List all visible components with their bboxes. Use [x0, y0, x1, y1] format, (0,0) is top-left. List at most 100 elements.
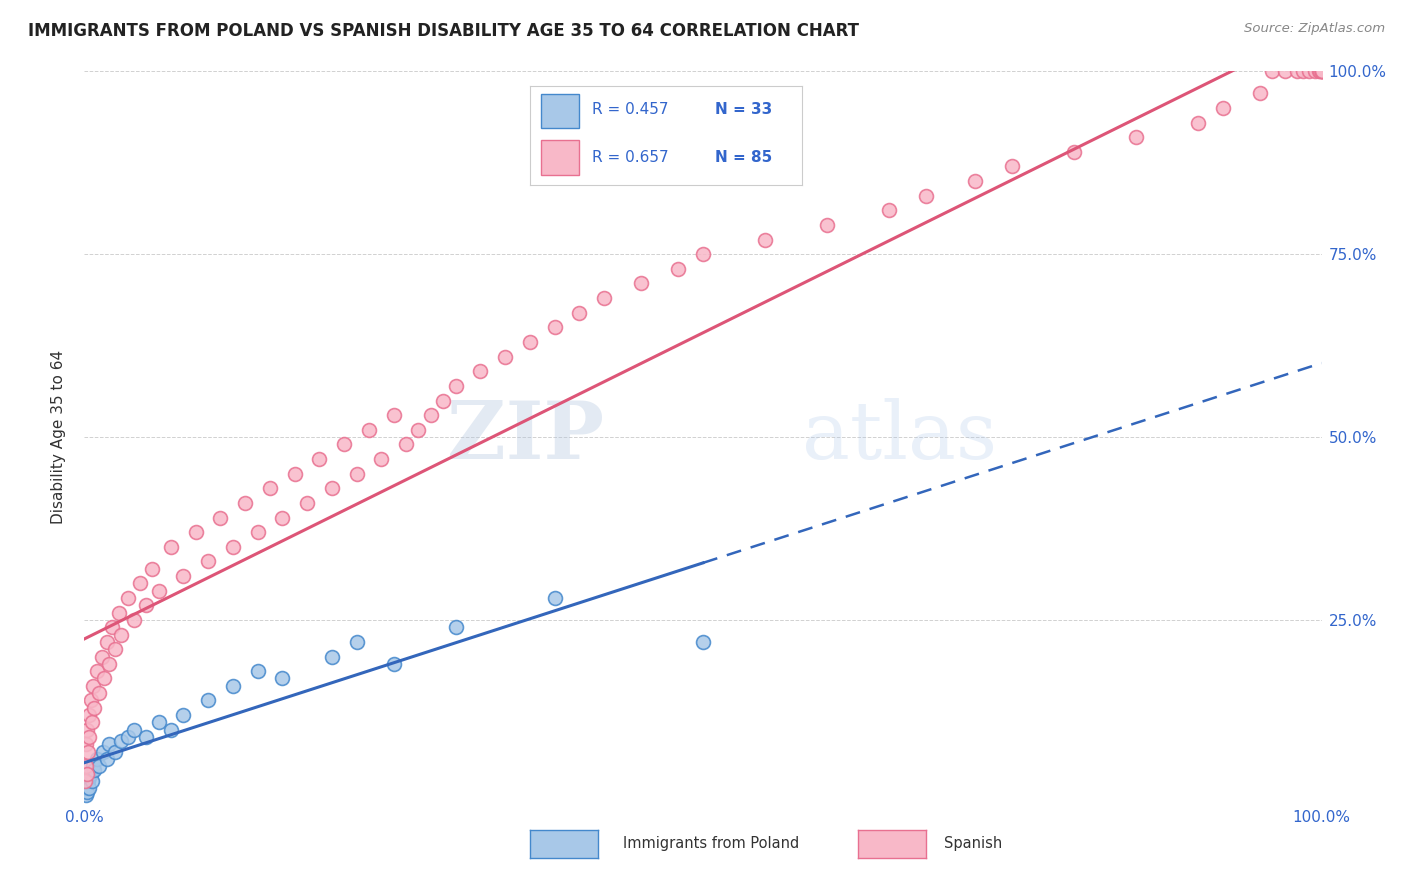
Point: [1292, 64, 1315, 78]
Point: [197, 554, 219, 568]
Point: [222, 679, 245, 693]
Point: [1274, 64, 1296, 78]
Point: [815, 218, 838, 232]
Point: [494, 350, 516, 364]
Point: [96, 752, 118, 766]
Point: [110, 733, 132, 747]
Point: [122, 613, 145, 627]
Point: [79, 730, 101, 744]
Point: [135, 730, 157, 744]
Point: [172, 569, 194, 583]
Point: [1310, 64, 1333, 78]
Point: [666, 261, 689, 276]
Point: [117, 591, 139, 605]
Point: [259, 481, 281, 495]
Point: [172, 708, 194, 723]
Point: [1125, 130, 1147, 145]
Point: [98, 657, 121, 671]
Point: [593, 291, 616, 305]
Point: [122, 723, 145, 737]
Point: [1309, 64, 1331, 78]
Text: Spanish: Spanish: [945, 836, 1002, 851]
Point: [129, 576, 152, 591]
Point: [692, 247, 714, 261]
Point: [91, 745, 114, 759]
Point: [519, 334, 541, 349]
Point: [148, 715, 170, 730]
Point: [543, 591, 565, 605]
Point: [233, 496, 256, 510]
Text: Immigrants from Poland: Immigrants from Poland: [623, 836, 799, 851]
Point: [1310, 64, 1333, 78]
Point: [90, 649, 112, 664]
Point: [73, 773, 96, 788]
Point: [1249, 87, 1271, 101]
Y-axis label: Disability Age 35 to 64: Disability Age 35 to 64: [51, 350, 66, 524]
Point: [1310, 64, 1333, 78]
Point: [1261, 64, 1284, 78]
Point: [321, 481, 343, 495]
Point: [89, 686, 111, 700]
Point: [877, 203, 900, 218]
Point: [692, 635, 714, 649]
Point: [79, 766, 101, 780]
Text: IMMIGRANTS FROM POLAND VS SPANISH DISABILITY AGE 35 TO 64 CORRELATION CHART: IMMIGRANTS FROM POLAND VS SPANISH DISABI…: [28, 22, 859, 40]
Point: [93, 672, 115, 686]
Point: [346, 467, 368, 481]
Point: [382, 408, 405, 422]
Point: [83, 763, 105, 777]
Point: [965, 174, 987, 188]
Point: [543, 320, 565, 334]
Point: [444, 620, 467, 634]
Point: [271, 510, 294, 524]
Point: [271, 672, 294, 686]
Point: [80, 715, 103, 730]
Point: [75, 737, 97, 751]
Point: [295, 496, 318, 510]
Point: [1305, 64, 1327, 78]
Point: [96, 635, 118, 649]
Point: [432, 393, 454, 408]
Point: [308, 452, 330, 467]
Point: [75, 759, 97, 773]
Point: [395, 437, 418, 451]
Point: [346, 635, 368, 649]
Point: [135, 599, 157, 613]
Point: [333, 437, 356, 451]
Point: [76, 766, 98, 780]
Point: [246, 664, 269, 678]
Point: [148, 583, 170, 598]
Point: [79, 693, 101, 707]
Point: [914, 188, 936, 202]
Point: [83, 700, 105, 714]
Point: [184, 525, 207, 540]
Point: [1308, 64, 1330, 78]
Point: [1063, 145, 1085, 159]
Point: [630, 277, 652, 291]
Point: [86, 752, 108, 766]
Point: [89, 759, 111, 773]
Point: [117, 730, 139, 744]
Point: [1187, 115, 1209, 129]
Point: [77, 745, 100, 759]
Point: [100, 620, 122, 634]
Point: [104, 642, 127, 657]
Point: [1310, 64, 1333, 78]
Point: [160, 723, 183, 737]
Point: [104, 745, 127, 759]
Point: [82, 759, 104, 773]
Point: [98, 737, 121, 751]
Point: [1298, 64, 1320, 78]
Point: [470, 364, 492, 378]
Point: [382, 657, 405, 671]
Point: [79, 770, 101, 784]
Point: [419, 408, 441, 422]
Point: [1212, 101, 1234, 115]
Text: atlas: atlas: [801, 398, 997, 476]
Point: [76, 785, 98, 799]
Text: Source: ZipAtlas.com: Source: ZipAtlas.com: [1244, 22, 1385, 36]
Point: [568, 306, 591, 320]
Point: [246, 525, 269, 540]
Point: [209, 510, 232, 524]
Point: [370, 452, 392, 467]
